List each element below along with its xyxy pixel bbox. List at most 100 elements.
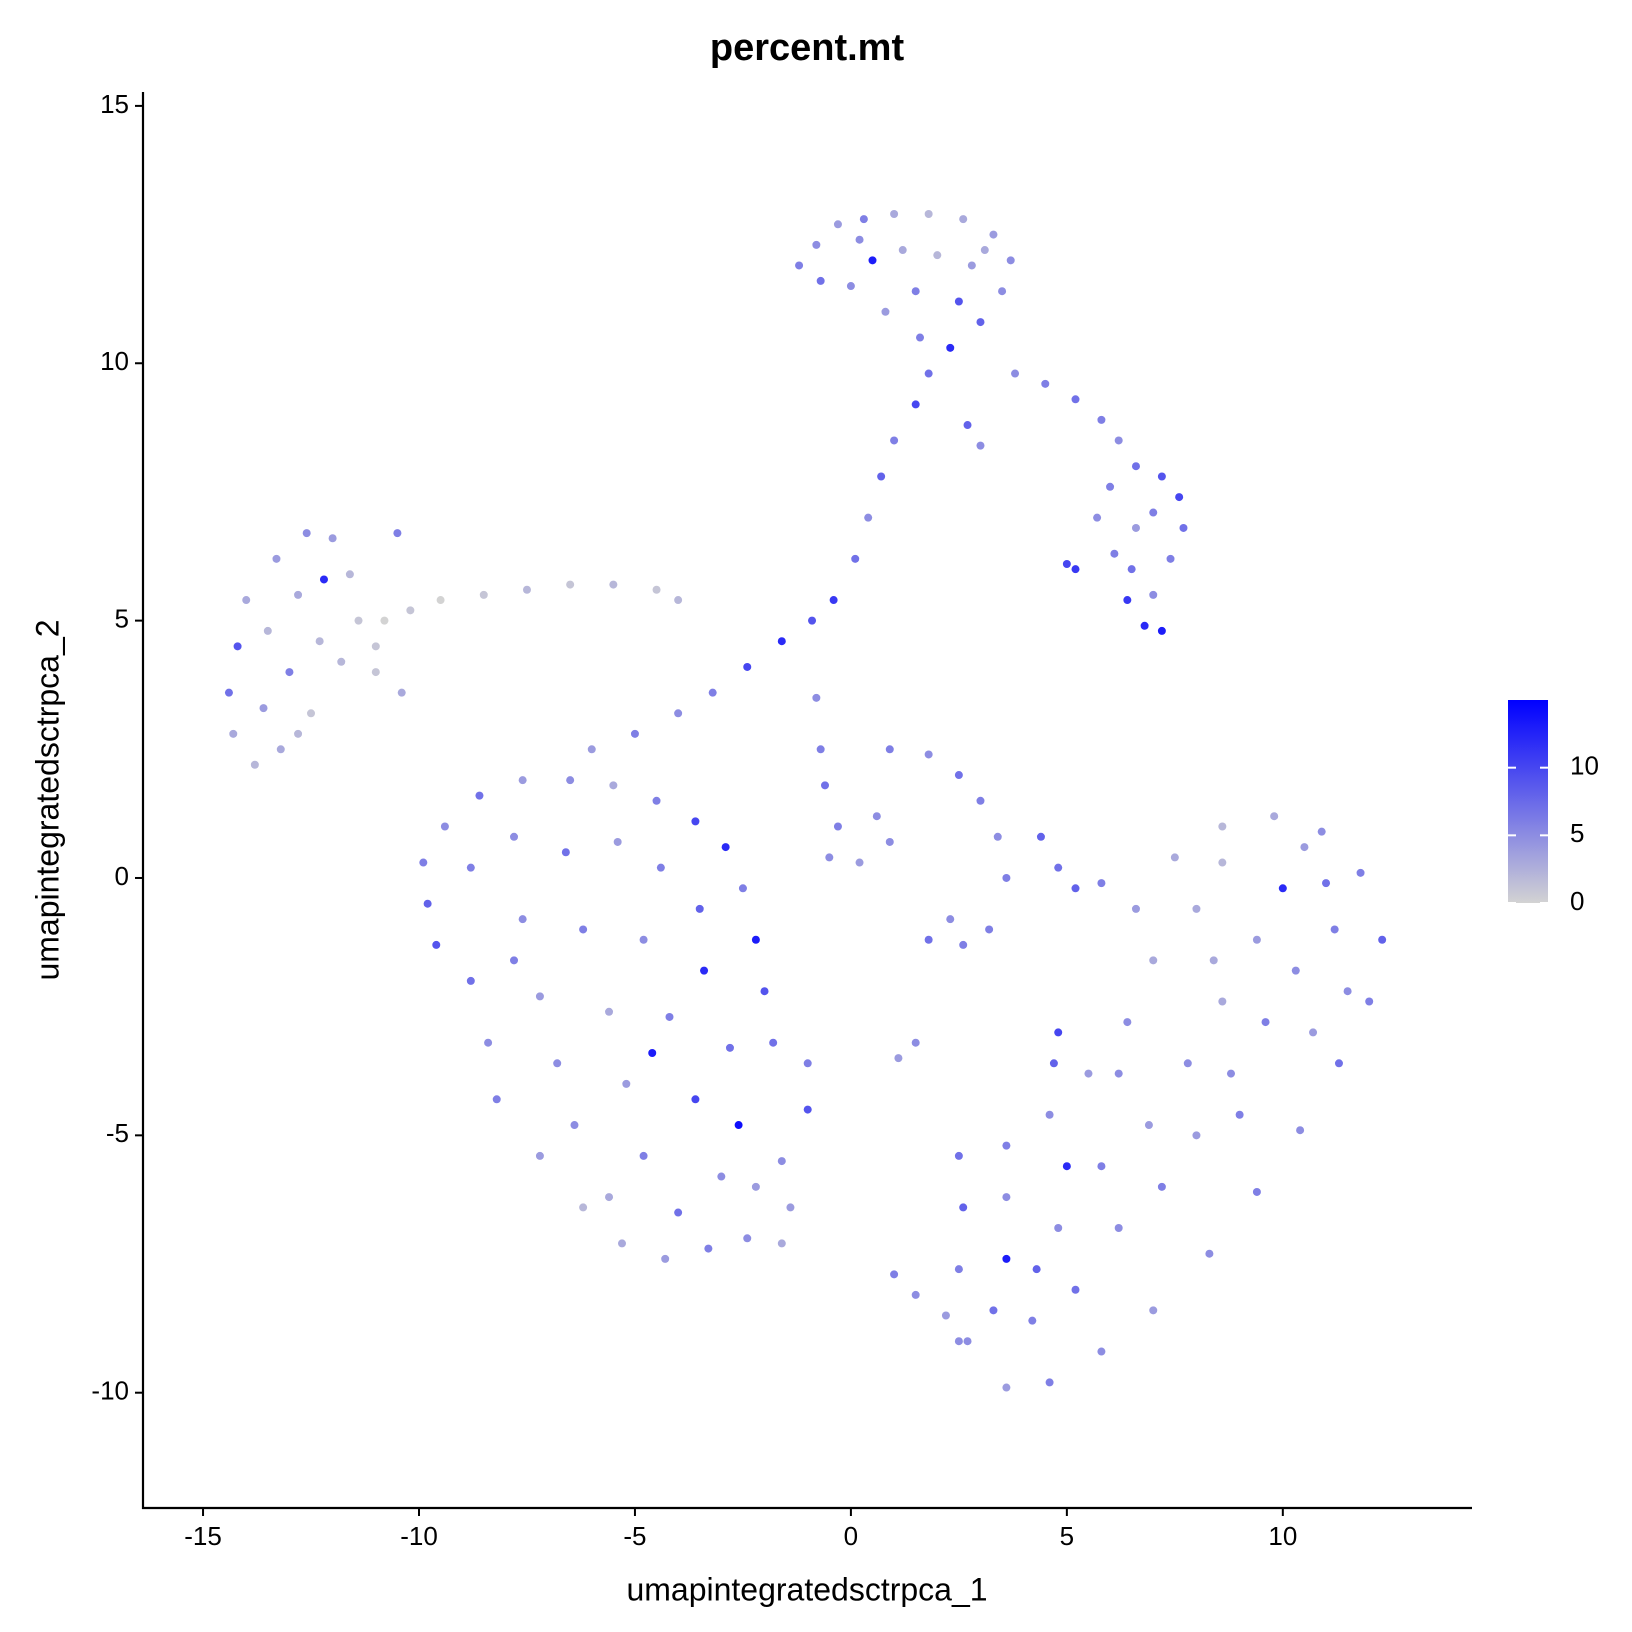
point — [371, 668, 380, 677]
point — [959, 215, 968, 224]
point — [1157, 1182, 1166, 1191]
point — [820, 781, 829, 790]
y-tick-label: 5 — [115, 603, 129, 633]
point — [294, 729, 303, 738]
point — [652, 585, 661, 594]
point — [777, 1239, 786, 1248]
point — [924, 750, 933, 759]
point — [734, 1121, 743, 1130]
point — [833, 822, 842, 831]
point — [704, 1244, 713, 1253]
point — [1330, 925, 1339, 934]
point — [665, 1012, 674, 1021]
point — [294, 590, 303, 599]
point — [885, 837, 894, 846]
point — [553, 1059, 562, 1068]
point — [652, 796, 661, 805]
point — [674, 596, 683, 605]
y-tick-label: -5 — [106, 1118, 129, 1148]
y-axis-title: umapintegratedsctrpca_2 — [29, 619, 65, 980]
point — [1002, 1254, 1011, 1263]
x-tick-label: 10 — [1268, 1521, 1297, 1551]
point — [1209, 956, 1218, 965]
point — [1175, 493, 1184, 502]
point — [989, 1306, 998, 1315]
point — [954, 297, 963, 306]
point — [1309, 1028, 1318, 1037]
point — [691, 817, 700, 826]
point — [700, 966, 709, 975]
point — [1006, 256, 1015, 265]
point — [846, 282, 855, 291]
colorbar-label: 0 — [1570, 886, 1584, 916]
point — [916, 333, 925, 342]
y-tick-label: 15 — [100, 89, 129, 119]
point — [868, 256, 877, 265]
point — [674, 709, 683, 718]
point — [1131, 523, 1140, 532]
point — [1028, 1316, 1037, 1325]
point — [1114, 436, 1123, 445]
point — [717, 1172, 726, 1181]
point — [976, 796, 985, 805]
point — [1032, 1265, 1041, 1274]
point — [259, 704, 268, 713]
point — [1127, 565, 1136, 574]
point — [315, 637, 324, 646]
point — [924, 935, 933, 944]
point — [725, 1043, 734, 1052]
point — [954, 771, 963, 780]
point — [1011, 369, 1020, 378]
point — [1149, 1306, 1158, 1315]
point — [738, 884, 747, 893]
point — [786, 1203, 795, 1212]
point — [345, 570, 354, 579]
point — [1218, 822, 1227, 831]
y-tick-label: 10 — [100, 346, 129, 376]
point — [570, 1121, 579, 1130]
point — [1140, 621, 1149, 630]
point — [1235, 1110, 1244, 1119]
point — [609, 781, 618, 790]
point — [959, 940, 968, 949]
point — [1045, 1378, 1054, 1387]
point — [881, 307, 890, 316]
point — [976, 441, 985, 450]
point — [1054, 1028, 1063, 1037]
x-tick-label: -15 — [184, 1521, 222, 1551]
point — [1278, 884, 1287, 893]
point — [492, 1095, 501, 1104]
point — [1378, 935, 1387, 944]
point — [302, 529, 311, 538]
point — [1218, 997, 1227, 1006]
point — [1205, 1249, 1214, 1258]
point — [1097, 1347, 1106, 1356]
point — [479, 590, 488, 599]
point — [924, 209, 933, 218]
point — [954, 1151, 963, 1160]
point — [1144, 1121, 1153, 1130]
point — [1036, 832, 1045, 841]
colorbar — [1508, 700, 1548, 903]
point — [1317, 827, 1326, 836]
point — [1252, 935, 1261, 944]
point — [1002, 1141, 1011, 1150]
point — [1149, 590, 1158, 599]
colorbar-label: 10 — [1570, 751, 1599, 781]
point — [475, 791, 484, 800]
point — [924, 369, 933, 378]
point — [976, 318, 985, 327]
point — [1123, 1018, 1132, 1027]
point — [751, 1182, 760, 1191]
point — [708, 688, 717, 697]
point — [1097, 415, 1106, 424]
point — [864, 513, 873, 522]
point — [535, 1151, 544, 1160]
point — [946, 343, 955, 352]
point — [535, 992, 544, 1001]
point — [985, 925, 994, 934]
point — [622, 1079, 631, 1088]
point — [639, 1151, 648, 1160]
